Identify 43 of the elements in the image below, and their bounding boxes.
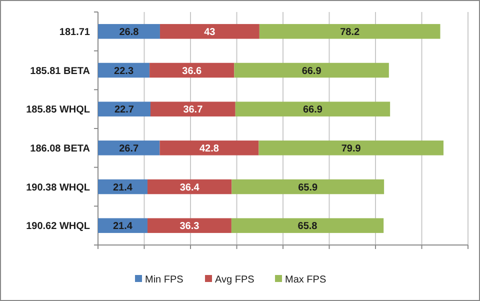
bar — [231, 218, 384, 233]
y-tick-label: 185.81 BETA — [30, 66, 90, 77]
data-label: 36.4 — [180, 182, 200, 194]
legend-label: Avg FPS — [215, 274, 255, 286]
data-label: 43 — [204, 26, 216, 38]
bar — [160, 140, 259, 156]
data-label: 36.6 — [182, 66, 202, 77]
bar — [98, 102, 150, 116]
data-label: 79.9 — [341, 143, 362, 154]
y-tick-label: 185.85 WHQL — [26, 104, 90, 116]
bar — [150, 102, 236, 116]
data-label: 36.3 — [180, 221, 200, 232]
data-label: 22.7 — [114, 104, 134, 116]
y-tick-label: 190.38 WHQL — [26, 182, 90, 194]
data-label: 65.8 — [298, 221, 318, 232]
bar — [98, 24, 160, 39]
data-label: 66.9 — [302, 66, 322, 77]
data-label: 65.9 — [298, 182, 318, 194]
data-label: 42.8 — [199, 143, 220, 154]
bar — [147, 179, 232, 194]
bar — [232, 179, 384, 194]
data-label: 21.4 — [113, 182, 133, 194]
bar — [98, 140, 160, 156]
data-label: 36.7 — [183, 104, 204, 116]
y-tick-label: 190.62 WHQL — [26, 221, 90, 232]
y-tick-label: 181.71 — [59, 26, 90, 38]
bar — [160, 24, 260, 39]
bar — [150, 62, 234, 78]
data-label: 66.9 — [302, 104, 323, 116]
bar — [147, 218, 232, 233]
data-label: 26.7 — [119, 143, 140, 154]
bar — [258, 140, 444, 156]
data-label: 22.3 — [114, 66, 134, 77]
bar — [234, 62, 389, 78]
bar — [235, 102, 390, 116]
bar — [259, 24, 440, 39]
bar — [98, 218, 148, 233]
legend-label: Max FPS — [285, 274, 326, 286]
y-tick-label: 186.08 BETA — [30, 143, 90, 154]
data-label: 78.2 — [340, 26, 360, 38]
data-label: 26.8 — [119, 26, 140, 38]
data-label: 21.4 — [113, 221, 133, 232]
legend-label: Min FPS — [145, 274, 184, 286]
